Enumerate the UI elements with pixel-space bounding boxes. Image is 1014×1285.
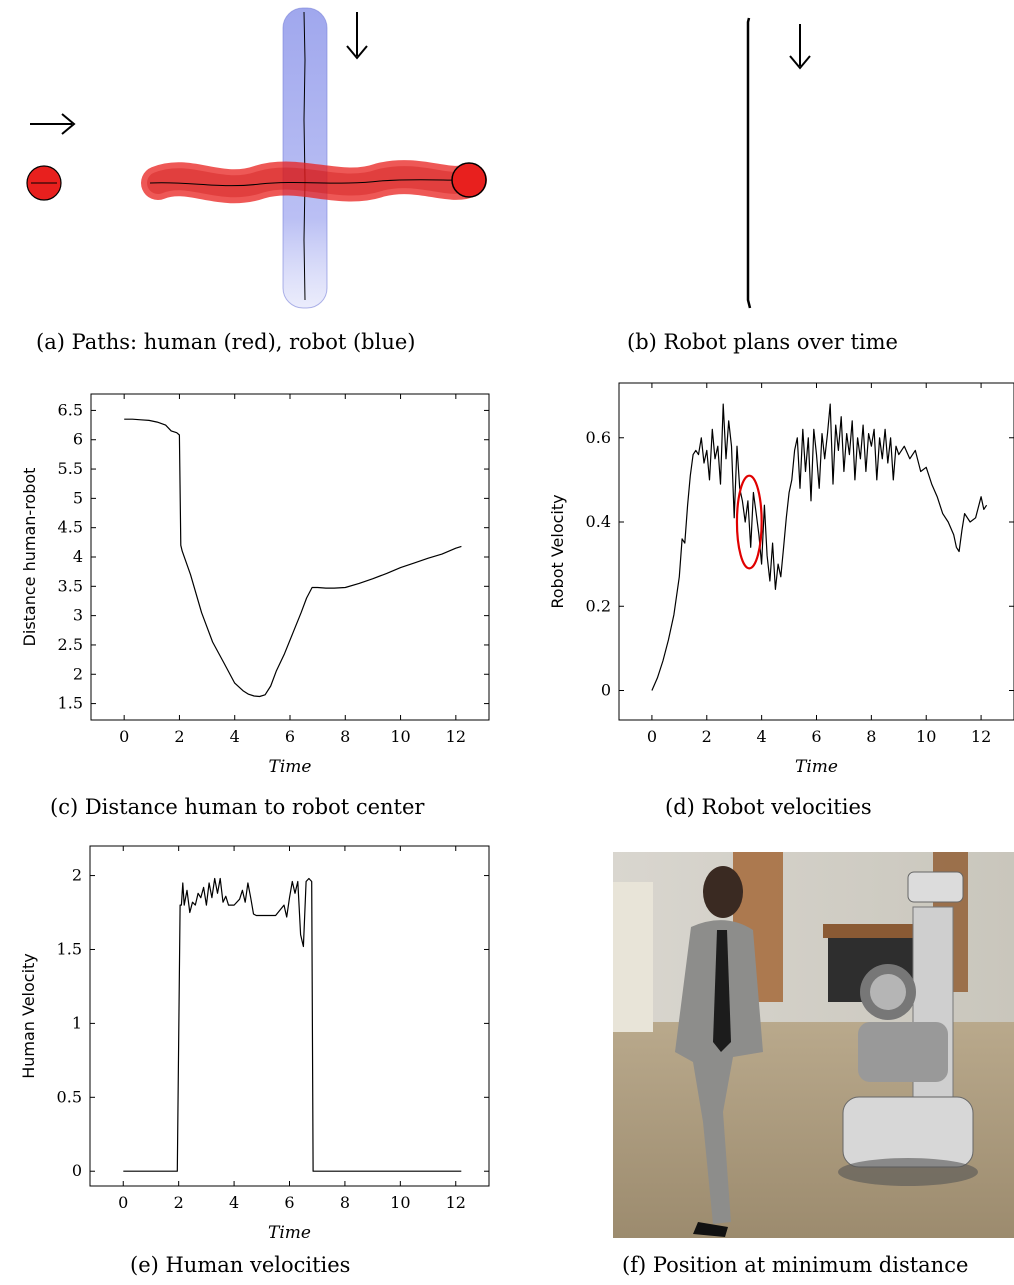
robot-figure bbox=[838, 871, 978, 1186]
series-line bbox=[124, 418, 462, 698]
x-tick-label: 6 bbox=[285, 727, 295, 746]
y-tick-label: 5 bbox=[73, 488, 83, 507]
y-tick-label: 2 bbox=[72, 866, 82, 885]
y-tick-label: 0.4 bbox=[586, 512, 611, 531]
y-tick-label: 0 bbox=[601, 681, 611, 700]
paths-diagram bbox=[26, 7, 487, 309]
x-tick-label: 0 bbox=[119, 727, 129, 746]
x-tick-label: 2 bbox=[174, 1193, 184, 1212]
x-tick-label: 2 bbox=[702, 727, 712, 746]
caption-e: (e) Human velocities bbox=[130, 1253, 351, 1277]
y-tick-label: 4 bbox=[73, 547, 83, 566]
x-tick-label: 8 bbox=[340, 1193, 350, 1212]
x-axis-label: Time bbox=[268, 1223, 311, 1243]
robot-plans-diagram bbox=[746, 17, 811, 309]
x-tick-label: 10 bbox=[390, 1193, 410, 1212]
y-axis-label: Human Velocity bbox=[19, 953, 38, 1079]
y-tick-label: 0.5 bbox=[57, 1087, 82, 1106]
x-tick-label: 4 bbox=[757, 727, 767, 746]
human-start-marker bbox=[26, 165, 62, 201]
highlight-ellipse bbox=[735, 474, 763, 570]
y-axis-label: Distance human-robot bbox=[20, 468, 39, 647]
x-tick-label: 6 bbox=[811, 727, 821, 746]
distance-chart: 0 2 4 6 8 10 12 1.5 2 2.5 3 3.5 4 4.5 5 5.5 6 6.5 Time Dist… bbox=[20, 393, 490, 777]
y-tick-label: 2.5 bbox=[58, 635, 83, 654]
x-tick-label: 8 bbox=[340, 727, 350, 746]
robot-plan-line bbox=[746, 17, 752, 309]
caption-a: (a) Paths: human (red), robot (blue) bbox=[36, 330, 416, 354]
x-tick-label: 12 bbox=[446, 1193, 466, 1212]
y-tick-label: 0 bbox=[72, 1161, 82, 1180]
caption-b: (b) Robot plans over time bbox=[627, 330, 898, 354]
scene-photo bbox=[613, 852, 1014, 1238]
caption-d: (d) Robot velocities bbox=[665, 795, 872, 819]
y-tick-label: 1.5 bbox=[58, 694, 83, 713]
human-path bbox=[141, 160, 487, 204]
y-tick-label: 4.5 bbox=[58, 518, 83, 537]
human-figure bbox=[675, 866, 763, 1237]
y-tick-label: 6.5 bbox=[58, 400, 83, 419]
y-tick-label: 1 bbox=[72, 1013, 82, 1032]
y-tick-label: 5.5 bbox=[58, 459, 83, 478]
y-tick-label: 0.6 bbox=[586, 428, 611, 447]
x-tick-label: 4 bbox=[229, 1193, 239, 1212]
robot-arrow-icon bbox=[346, 12, 368, 60]
x-tick-label: 0 bbox=[118, 1193, 128, 1212]
x-tick-label: 12 bbox=[446, 727, 466, 746]
y-tick-label: 2 bbox=[73, 664, 83, 683]
x-tick-label: 10 bbox=[390, 727, 410, 746]
scene-illustration bbox=[613, 852, 1014, 1238]
y-tick-label: 1.5 bbox=[57, 939, 82, 958]
x-tick-label: 12 bbox=[971, 727, 991, 746]
x-tick-label: 4 bbox=[230, 727, 240, 746]
caption-c: (c) Distance human to robot center bbox=[50, 795, 425, 819]
robot-velocity-chart: 0 2 4 6 8 10 12 0 0.2 0.4 0.6 Time Robot Velocity bbox=[548, 382, 1014, 777]
x-tick-label: 8 bbox=[866, 727, 876, 746]
y-tick-label: 6 bbox=[73, 430, 83, 449]
human-end-marker bbox=[451, 162, 487, 198]
x-tick-label: 0 bbox=[647, 727, 657, 746]
x-tick-label: 6 bbox=[284, 1193, 294, 1212]
x-tick-label: 10 bbox=[916, 727, 936, 746]
human-arrow-icon bbox=[30, 113, 76, 135]
plot-frame bbox=[618, 382, 1014, 721]
robot-path bbox=[282, 7, 328, 309]
caption-f: (f) Position at minimum distance bbox=[622, 1253, 969, 1277]
series-line bbox=[123, 877, 462, 1172]
x-axis-label: Time bbox=[795, 757, 838, 777]
y-tick-label: 3 bbox=[73, 606, 83, 625]
y-tick-label: 0.2 bbox=[586, 596, 611, 615]
x-tick-label: 2 bbox=[174, 727, 184, 746]
human-velocity-chart: 0 2 4 6 8 10 12 0 0.5 1 1.5 2 Time Human Velocity bbox=[19, 845, 490, 1243]
robot-arrow-icon bbox=[789, 24, 811, 70]
y-axis-label: Robot Velocity bbox=[548, 494, 567, 608]
x-axis-label: Time bbox=[269, 757, 312, 777]
y-tick-label: 3.5 bbox=[58, 576, 83, 595]
series-line bbox=[651, 403, 988, 691]
